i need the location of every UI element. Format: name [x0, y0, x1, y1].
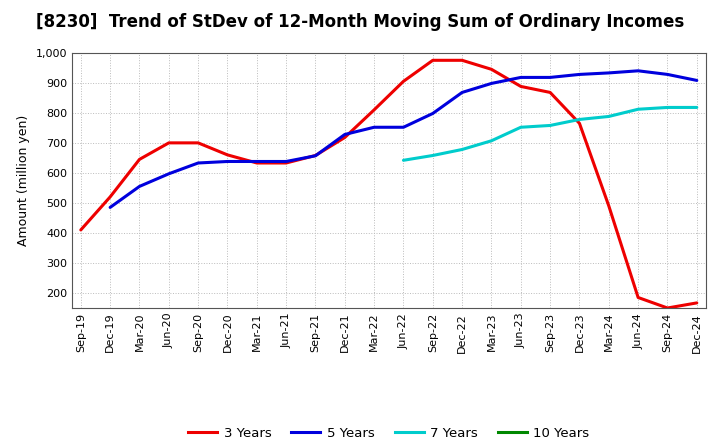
7 Years	[399, 158, 408, 163]
5 Years	[516, 75, 525, 80]
3 Years	[194, 140, 202, 146]
5 Years	[487, 81, 496, 86]
3 Years	[106, 194, 114, 200]
7 Years	[693, 105, 701, 110]
3 Years	[516, 84, 525, 89]
5 Years	[546, 75, 554, 80]
5 Years	[693, 78, 701, 83]
3 Years	[487, 67, 496, 72]
5 Years	[253, 159, 261, 164]
5 Years	[164, 171, 173, 176]
5 Years	[399, 125, 408, 130]
3 Years	[311, 153, 320, 158]
3 Years	[399, 79, 408, 84]
3 Years	[253, 160, 261, 165]
Line: 5 Years: 5 Years	[110, 71, 697, 207]
5 Years	[135, 184, 144, 189]
5 Years	[311, 153, 320, 158]
5 Years	[575, 72, 584, 77]
Y-axis label: Amount (million yen): Amount (million yen)	[17, 115, 30, 246]
Line: 3 Years: 3 Years	[81, 60, 697, 308]
3 Years	[634, 295, 642, 300]
7 Years	[546, 123, 554, 128]
3 Years	[693, 300, 701, 305]
3 Years	[546, 90, 554, 95]
7 Years	[458, 147, 467, 152]
7 Years	[575, 117, 584, 122]
5 Years	[282, 159, 290, 164]
5 Years	[106, 205, 114, 210]
5 Years	[341, 132, 349, 137]
3 Years	[164, 140, 173, 146]
3 Years	[575, 121, 584, 126]
3 Years	[341, 135, 349, 140]
7 Years	[487, 138, 496, 143]
7 Years	[428, 153, 437, 158]
5 Years	[605, 70, 613, 76]
3 Years	[76, 227, 85, 233]
Text: [8230]  Trend of StDev of 12-Month Moving Sum of Ordinary Incomes: [8230] Trend of StDev of 12-Month Moving…	[36, 13, 684, 31]
5 Years	[458, 90, 467, 95]
3 Years	[370, 107, 379, 113]
3 Years	[223, 152, 232, 158]
5 Years	[634, 68, 642, 73]
5 Years	[428, 111, 437, 116]
5 Years	[663, 72, 672, 77]
5 Years	[194, 160, 202, 165]
7 Years	[605, 114, 613, 119]
7 Years	[663, 105, 672, 110]
3 Years	[135, 157, 144, 162]
7 Years	[634, 106, 642, 112]
3 Years	[605, 203, 613, 209]
3 Years	[282, 160, 290, 165]
5 Years	[370, 125, 379, 130]
3 Years	[458, 58, 467, 63]
5 Years	[223, 159, 232, 164]
3 Years	[663, 305, 672, 311]
Legend: 3 Years, 5 Years, 7 Years, 10 Years: 3 Years, 5 Years, 7 Years, 10 Years	[183, 422, 595, 440]
Line: 7 Years: 7 Years	[403, 107, 697, 160]
3 Years	[428, 58, 437, 63]
7 Years	[516, 125, 525, 130]
